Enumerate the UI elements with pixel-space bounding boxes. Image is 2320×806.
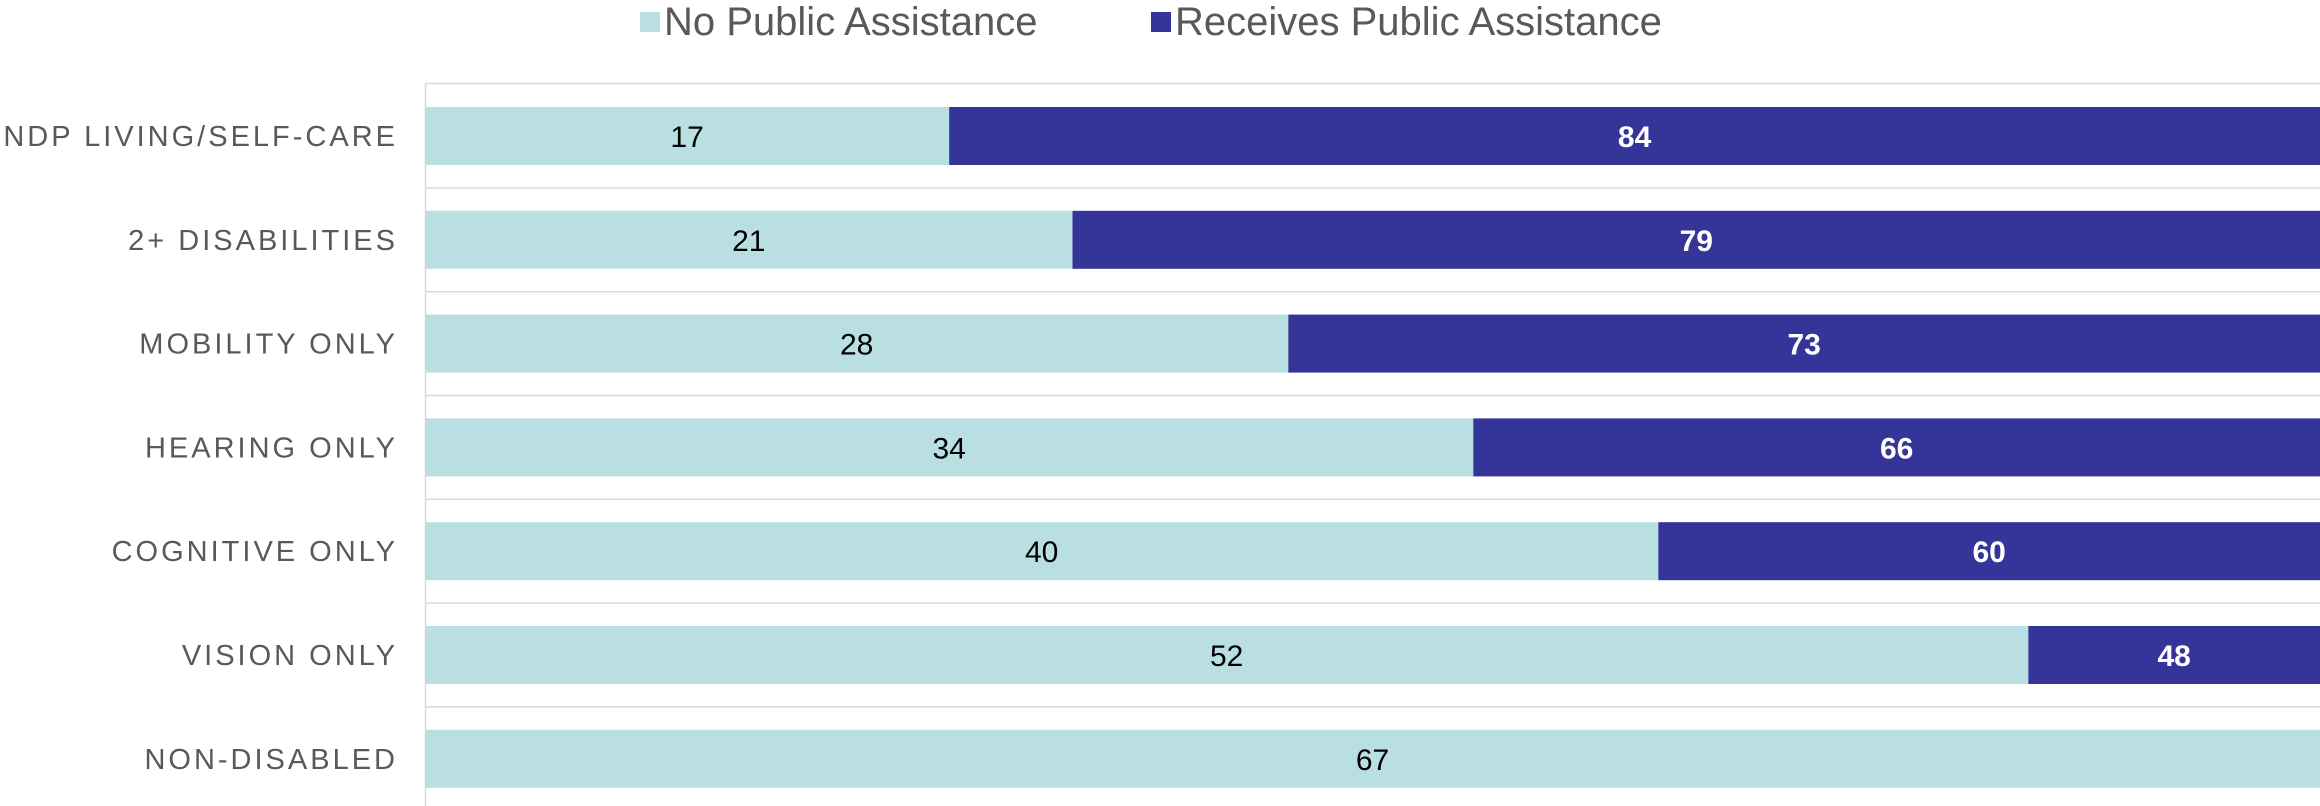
bar-no-assistance xyxy=(425,626,2029,684)
data-label: 28 xyxy=(840,329,873,362)
bar-receives-assistance xyxy=(949,107,2320,165)
data-label: 17 xyxy=(670,121,703,154)
category-label: 2+ DISABILITIES xyxy=(128,225,398,257)
category-label: COGNITIVE ONLY xyxy=(112,536,398,568)
bar-no-assistance xyxy=(425,314,1289,373)
data-label: 48 xyxy=(2157,640,2190,673)
data-label: 60 xyxy=(1972,536,2005,569)
data-label: 67 xyxy=(1356,744,1389,777)
category-label: VISION ONLY xyxy=(182,640,398,672)
bar-no-assistance xyxy=(425,107,950,165)
category-label: INDP LIVING/SELF-CARE xyxy=(0,121,398,153)
category-label: MOBILITY ONLY xyxy=(139,329,398,361)
bar-no-assistance xyxy=(425,210,1073,269)
legend-item-receives-assistance: Receives Public Assistance xyxy=(1151,2,1662,42)
data-label: 79 xyxy=(1680,225,1713,258)
category-label: HEARING ONLY xyxy=(145,432,398,464)
category-label: NON-DISABLED xyxy=(144,744,398,776)
data-label: 40 xyxy=(1025,536,1058,569)
legend-swatch-no-assistance xyxy=(640,12,660,32)
legend-label-no-assistance: No Public Assistance xyxy=(664,0,1038,44)
data-label: 73 xyxy=(1787,329,1820,362)
bar-receives-assistance xyxy=(2028,626,2320,684)
legend-item-no-assistance: No Public Assistance xyxy=(640,2,1038,42)
legend: No Public Assistance Receives Public Ass… xyxy=(0,0,2320,50)
legend-swatch-receives-assistance xyxy=(1151,12,1171,32)
data-label: 84 xyxy=(1618,121,1652,154)
bar-no-assistance xyxy=(425,522,1659,581)
data-label: 21 xyxy=(732,225,765,258)
data-label: 66 xyxy=(1880,432,1913,465)
bar-receives-assistance xyxy=(1288,314,2320,373)
bar-no-assistance xyxy=(425,418,1474,477)
data-label: 52 xyxy=(1210,640,1243,673)
bar-receives-assistance xyxy=(1658,522,2320,581)
data-label: 34 xyxy=(932,432,965,465)
bar-receives-assistance xyxy=(1072,210,2320,269)
bar-receives-assistance xyxy=(1473,418,2320,477)
bar-no-assistance xyxy=(425,729,2320,788)
legend-label-receives-assistance: Receives Public Assistance xyxy=(1175,0,1662,44)
